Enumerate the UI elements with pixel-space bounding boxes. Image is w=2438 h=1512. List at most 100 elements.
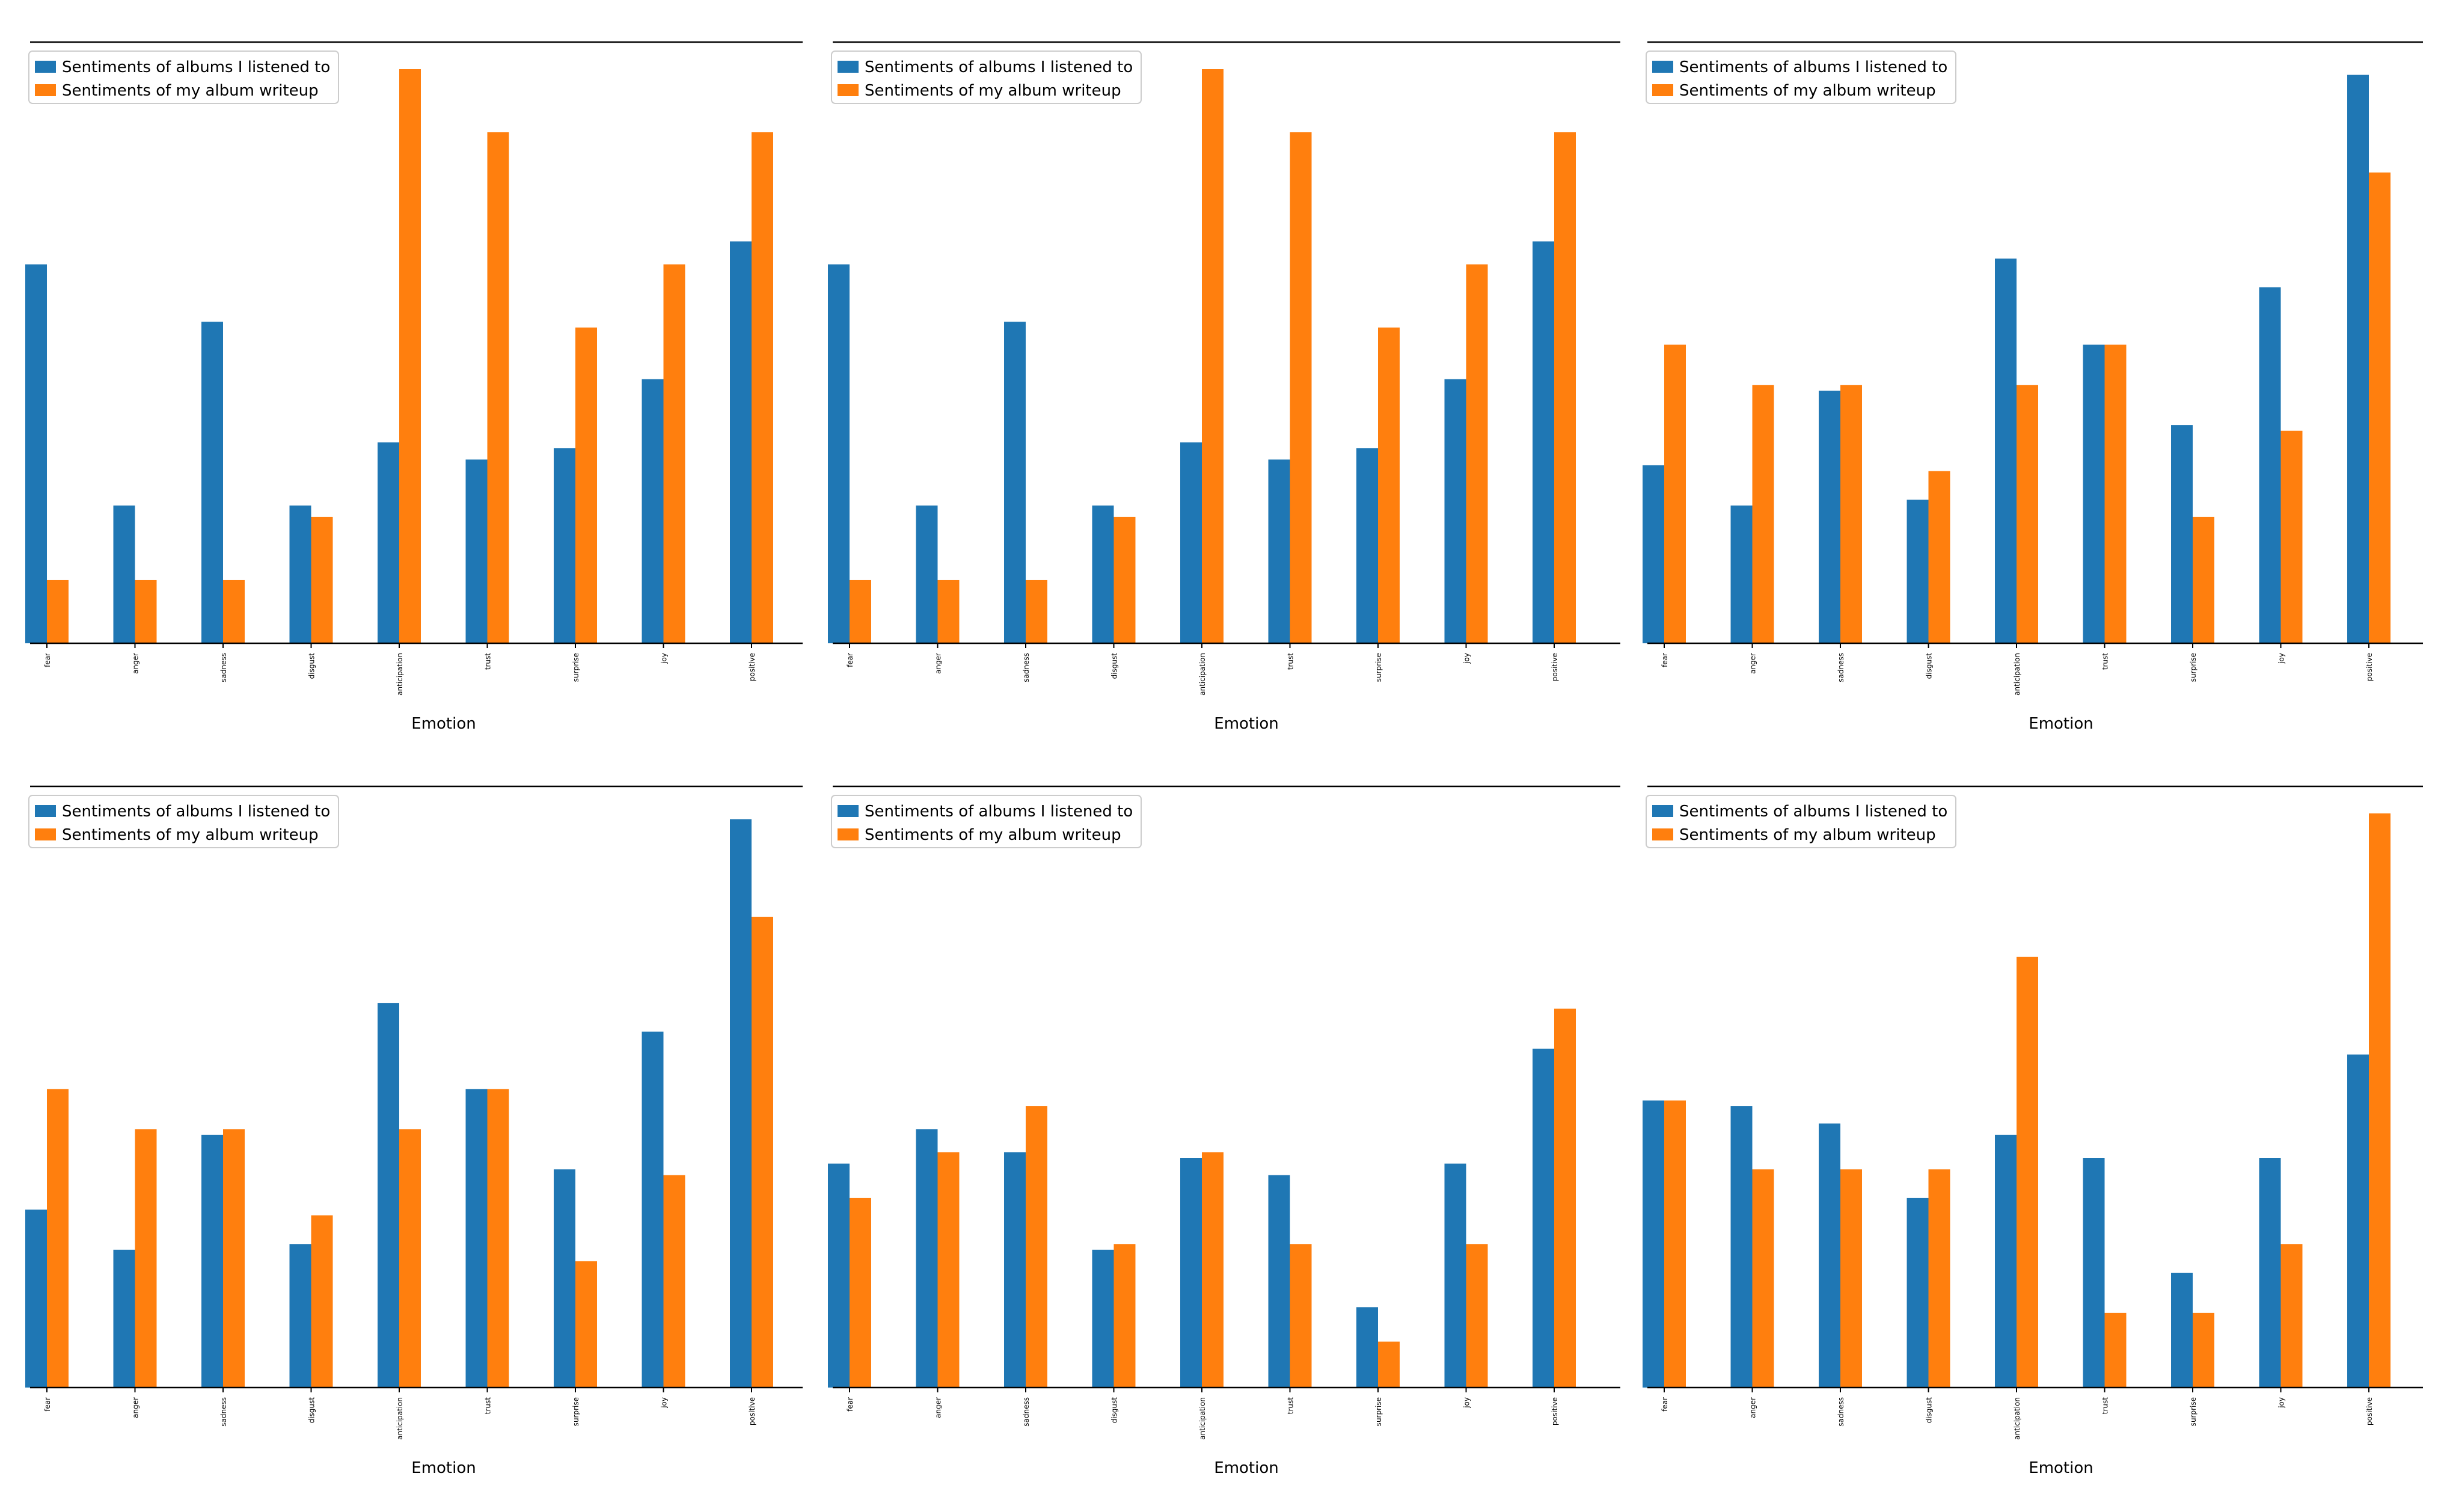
x-tick-label: anger xyxy=(1749,1397,1757,1418)
bar-sadness-writeup xyxy=(223,1129,245,1388)
legend-frame xyxy=(831,51,1142,104)
x-tick-label: surprise xyxy=(1374,1397,1383,1426)
bar-fear-albums xyxy=(1643,465,1664,643)
x-tick-label: surprise xyxy=(572,653,580,682)
x-axis-label: Emotion xyxy=(1214,715,1278,733)
x-tick-label: positive xyxy=(1551,653,1559,681)
bar-joy-albums xyxy=(642,379,664,643)
x-tick-label: positive xyxy=(748,1397,756,1425)
bar-trust-albums xyxy=(465,459,488,643)
bar-anger-albums xyxy=(113,505,135,643)
bar-disgust-albums xyxy=(289,505,311,643)
bar-trust-writeup xyxy=(2104,344,2127,643)
bar-sadness-writeup xyxy=(1840,1169,1862,1388)
x-tick-label: sadness xyxy=(219,653,228,682)
bar-surprise-albums xyxy=(2171,425,2193,643)
bar-positive-writeup xyxy=(752,132,773,644)
bar-fear-albums xyxy=(25,1209,47,1388)
bar-sadness-albums xyxy=(1004,1152,1026,1388)
bar-positive-albums xyxy=(730,241,752,643)
x-tick-label: surprise xyxy=(572,1397,580,1426)
x-tick-label: joy xyxy=(660,653,669,664)
bar-anticipation-writeup xyxy=(2017,385,2038,643)
bar-disgust-albums xyxy=(1092,1249,1114,1388)
x-tick-label: fear xyxy=(846,653,854,667)
bar-joy-albums xyxy=(642,1031,664,1388)
x-tick-label: sadness xyxy=(1022,653,1031,682)
legend-frame xyxy=(1646,795,1956,848)
bar-trust-writeup xyxy=(487,132,509,644)
bar-fear-albums xyxy=(828,1163,850,1388)
x-tick-label: joy xyxy=(1463,1397,1471,1409)
bar-surprise-writeup xyxy=(575,1261,597,1388)
bar-positive-writeup xyxy=(1554,1008,1576,1388)
x-tick-label: fear xyxy=(43,1397,52,1412)
bar-positive-albums xyxy=(1533,241,1554,643)
bar-joy-albums xyxy=(2259,287,2281,643)
chart-panel-2: fear anger sadness disgust anticipation trust… xyxy=(828,41,1620,733)
bar-anticipation-writeup xyxy=(399,1129,421,1388)
bar-anger-writeup xyxy=(135,1129,157,1388)
bar-positive-albums xyxy=(730,819,752,1388)
bar-joy-albums xyxy=(1444,379,1466,643)
x-axis-label: Emotion xyxy=(411,1459,476,1477)
bar-anger-albums xyxy=(916,505,938,643)
x-tick-label: positive xyxy=(748,653,756,681)
bar-sadness-albums xyxy=(1819,1123,1840,1388)
bar-disgust-albums xyxy=(1092,505,1114,643)
x-tick-label: joy xyxy=(1463,653,1471,664)
bar-joy-writeup xyxy=(1466,1244,1488,1388)
bar-surprise-writeup xyxy=(1378,327,1400,643)
x-tick-label: joy xyxy=(2277,653,2286,664)
legend: Sentiments of albums I listened to Sentim… xyxy=(28,51,339,104)
legend-label: Sentiments of albums I listened to xyxy=(1679,803,1947,821)
legend-frame xyxy=(28,795,339,848)
bar-fear-albums xyxy=(828,264,850,643)
bar-trust-albums xyxy=(1268,459,1290,643)
bar-anticipation-albums xyxy=(378,442,399,643)
bar-disgust-writeup xyxy=(1113,516,1136,643)
bar-positive-writeup xyxy=(2369,172,2391,643)
x-tick-label: anticipation xyxy=(396,1397,404,1440)
bar-fear-writeup xyxy=(850,1198,871,1388)
bar-sadness-writeup xyxy=(1026,1106,1047,1388)
legend-frame xyxy=(28,51,339,104)
x-tick-label: disgust xyxy=(308,1397,316,1424)
x-tick-label: sadness xyxy=(219,1397,228,1427)
legend-label: Sentiments of albums I listened to xyxy=(1679,58,1947,76)
bar-joy-writeup xyxy=(1466,264,1488,643)
x-tick-label: anger xyxy=(1749,653,1757,674)
bar-anger-albums xyxy=(113,1249,135,1388)
x-tick-label: surprise xyxy=(2189,653,2198,682)
x-tick-label: sadness xyxy=(1837,1397,1845,1427)
x-tick-label: disgust xyxy=(1925,1397,1934,1424)
bar-trust-albums xyxy=(2083,1158,2105,1388)
legend: Sentiments of albums I listened to Sentim… xyxy=(831,795,1142,848)
x-tick-label: trust xyxy=(2101,653,2110,670)
bar-surprise-writeup xyxy=(2193,1312,2214,1388)
x-tick-label: fear xyxy=(43,653,52,667)
legend-label: Sentiments of my album writeup xyxy=(62,82,319,100)
bar-joy-writeup xyxy=(2280,430,2303,643)
x-tick-label: anticipation xyxy=(2013,1397,2021,1440)
bar-surprise-albums xyxy=(554,1169,575,1388)
bar-trust-writeup xyxy=(2104,1312,2127,1388)
bar-surprise-albums xyxy=(2171,1273,2193,1388)
bar-disgust-writeup xyxy=(311,516,333,643)
bar-surprise-writeup xyxy=(575,327,597,643)
bar-positive-writeup xyxy=(1554,132,1576,644)
bar-anticipation-writeup xyxy=(1202,69,1224,643)
bar-disgust-albums xyxy=(289,1244,311,1388)
legend: Sentiments of albums I listened to Sentim… xyxy=(831,51,1142,104)
chart-panel-5: fear anger sadness disgust anticipation trust… xyxy=(828,785,1620,1477)
legend-swatch xyxy=(35,84,56,96)
bar-disgust-albums xyxy=(1907,1198,1929,1388)
bar-positive-writeup xyxy=(752,916,773,1388)
bar-positive-albums xyxy=(1533,1048,1554,1388)
bar-disgust-writeup xyxy=(311,1215,333,1388)
legend-swatch xyxy=(1652,805,1673,817)
bar-positive-writeup xyxy=(2369,813,2391,1388)
x-tick-label: anticipation xyxy=(2013,653,2021,696)
x-tick-label: fear xyxy=(846,1397,854,1412)
